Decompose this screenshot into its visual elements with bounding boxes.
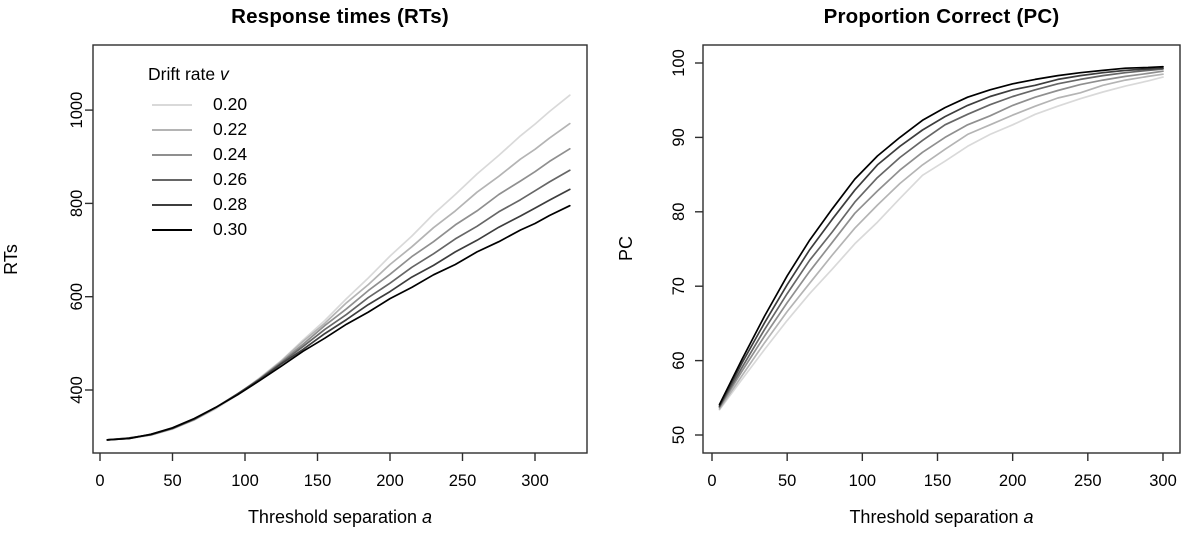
right-y-axis-label: PC xyxy=(616,235,637,262)
rt-x-tick-label: 250 xyxy=(449,472,477,490)
pc-x-tick-label: 150 xyxy=(924,472,952,490)
rt-x-tick-label: 300 xyxy=(521,472,549,490)
pc-x-tick-label: 200 xyxy=(999,472,1027,490)
rt-x-tick-label: 150 xyxy=(304,472,332,490)
legend-item-label: 0.28 xyxy=(213,194,248,214)
left-x-axis-label-text: Threshold separation xyxy=(247,507,423,527)
rt-series-line-0.30 xyxy=(106,204,571,441)
pc-y-tick-label: 100 xyxy=(670,49,688,77)
pc-series-line-0.20 xyxy=(718,76,1164,411)
legend-line-swatch xyxy=(152,178,192,181)
left-x-axis-label-var: a xyxy=(422,507,433,527)
legend-item-label: 0.26 xyxy=(213,169,248,189)
legend-item: 0.30 xyxy=(146,217,247,242)
pc-series-line-0.22 xyxy=(718,73,1164,410)
legend-item: 0.26 xyxy=(146,167,247,192)
legend-item: 0.28 xyxy=(146,192,247,217)
rt-y-tick-label: 1000 xyxy=(68,92,86,129)
legend-line-swatch xyxy=(152,103,192,106)
legend-title-text: Drift rate xyxy=(148,64,220,84)
rt-x-tick-label: 100 xyxy=(231,472,259,490)
pc-x-tick-label: 100 xyxy=(849,472,877,490)
legend-line-swatch xyxy=(152,153,192,156)
pc-x-tick-label: 300 xyxy=(1149,472,1177,490)
legend-item-label: 0.22 xyxy=(213,119,248,139)
left-chart-title: Response times (RTs) xyxy=(231,5,449,28)
rt-y-tick-label: 400 xyxy=(68,376,86,404)
pc-series-line-0.26 xyxy=(718,68,1164,408)
rt-x-tick-label: 0 xyxy=(95,472,104,490)
pc-y-tick-label: 90 xyxy=(670,128,688,146)
right-x-axis-label: Threshold separation a xyxy=(703,507,1180,528)
pc-y-tick-label: 70 xyxy=(670,277,688,295)
pc-x-tick-label: 0 xyxy=(707,472,716,490)
pc-series-line-0.28 xyxy=(718,67,1164,407)
legend-item-label: 0.20 xyxy=(213,94,248,114)
pc-plot-box xyxy=(702,44,1181,454)
legend-item: 0.20 xyxy=(146,92,247,117)
right-x-axis-label-text: Threshold separation xyxy=(849,507,1024,527)
pc-x-tick-label: 250 xyxy=(1074,472,1102,490)
pc-series-line-0.30 xyxy=(718,65,1164,406)
rt-y-tick-label: 800 xyxy=(68,190,86,218)
rt-y-tick-label: 600 xyxy=(68,283,86,311)
pc-series-line-0.24 xyxy=(718,70,1164,409)
legend-rows: 0.20 0.22 0.24 0.26 0.28 0.30 xyxy=(146,92,247,242)
rt-x-tick-label: 200 xyxy=(376,472,404,490)
pc-y-tick-label: 60 xyxy=(670,351,688,369)
left-x-axis-label: Threshold separation a xyxy=(93,507,587,528)
legend-item-label: 0.24 xyxy=(213,144,248,164)
legend-line-swatch xyxy=(152,228,192,231)
legend-item: 0.24 xyxy=(146,142,247,167)
legend-item: 0.22 xyxy=(146,117,247,142)
legend: Drift rate v 0.20 0.22 0.24 0.26 0.28 0.30 xyxy=(146,64,247,242)
right-chart-title: Proportion Correct (PC) xyxy=(823,5,1060,28)
legend-item-label: 0.30 xyxy=(213,219,248,239)
pc-x-tick-label: 50 xyxy=(778,472,796,490)
legend-line-swatch xyxy=(152,203,192,206)
pc-y-tick-label: 80 xyxy=(670,203,688,221)
legend-title: Drift rate v xyxy=(148,64,247,85)
rt-x-tick-label: 50 xyxy=(163,472,181,490)
legend-line-swatch xyxy=(152,128,192,131)
right-x-axis-label-var: a xyxy=(1023,507,1034,527)
left-y-axis-label: RTs xyxy=(0,244,21,275)
rt-plot-box xyxy=(92,44,588,454)
pc-y-tick-label: 50 xyxy=(670,426,688,444)
legend-title-var: v xyxy=(219,64,229,84)
